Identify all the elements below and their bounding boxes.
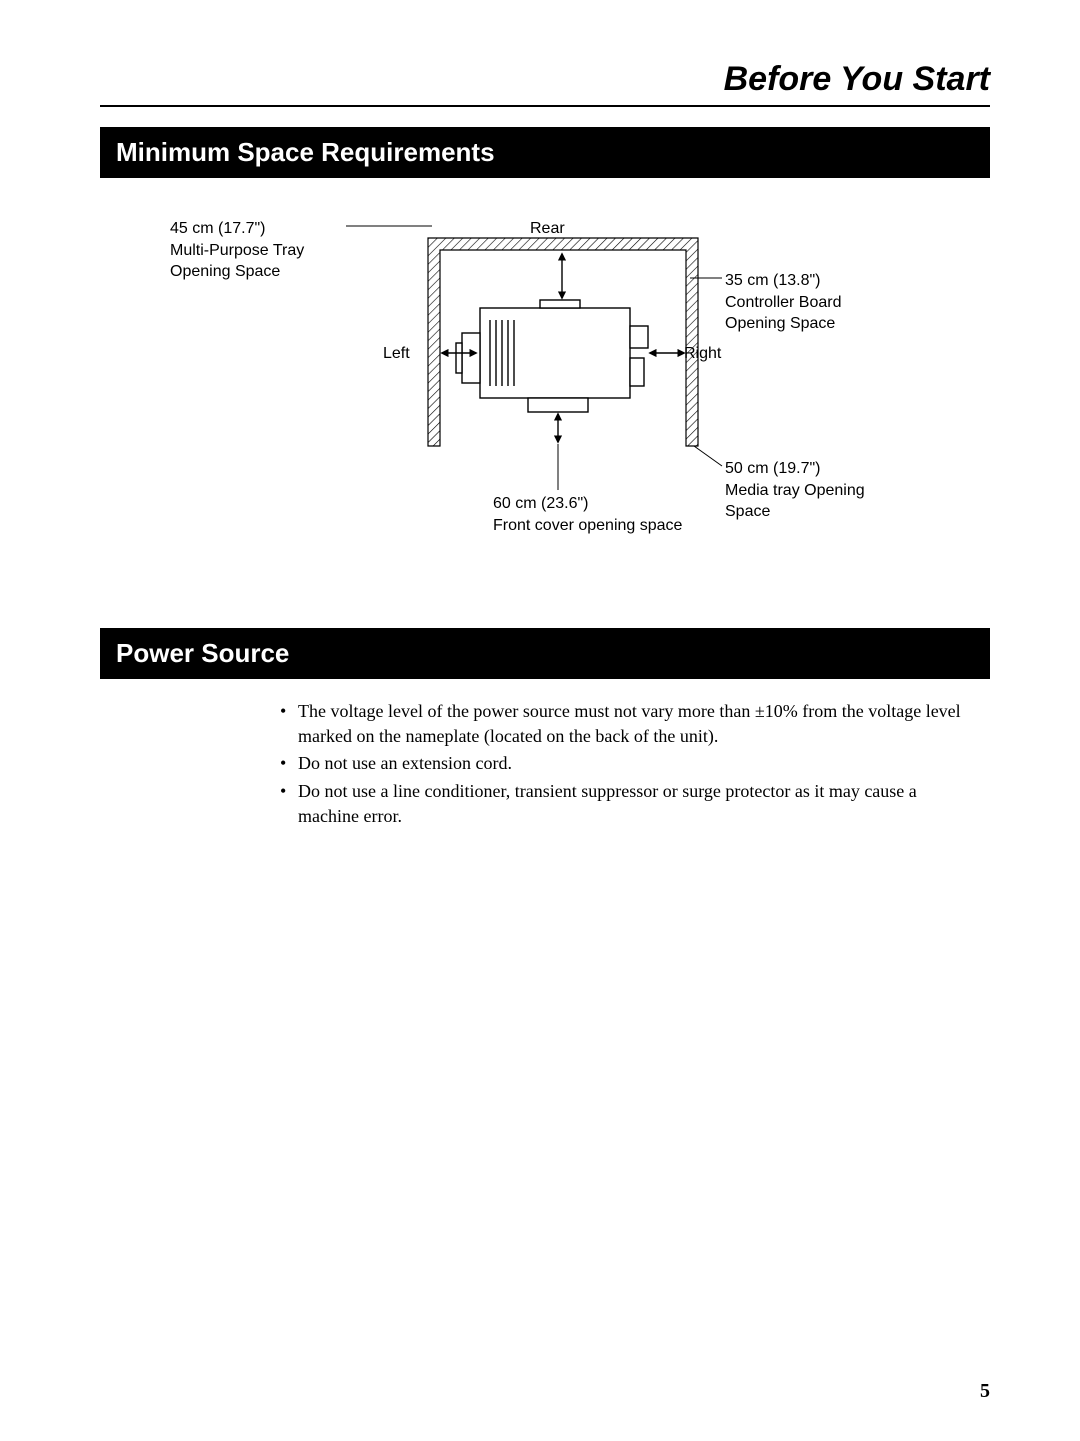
label-front: 60 cm (23.6") Front cover opening space (493, 493, 682, 536)
label-left: Left (383, 343, 410, 365)
label-right: Right (684, 343, 721, 365)
section-heading-space: Minimum Space Requirements (100, 127, 990, 178)
label-media: 50 cm (19.7") Media tray Opening Space (725, 458, 865, 523)
bullet-item: Do not use a line conditioner, transient… (280, 779, 980, 829)
section-heading-power: Power Source (100, 628, 990, 679)
label-rear: Rear (530, 218, 565, 240)
chapter-title: Before You Start (100, 60, 990, 107)
bullet-item: The voltage level of the power source mu… (280, 699, 980, 749)
power-source-bullets: The voltage level of the power source mu… (280, 699, 980, 829)
label-mpt: 45 cm (17.7") Multi-Purpose Tray Opening… (170, 218, 304, 283)
space-diagram: 45 cm (17.7") Multi-Purpose Tray Opening… (170, 208, 990, 588)
label-controller: 35 cm (13.8") Controller Board Opening S… (725, 270, 842, 335)
bullet-item: Do not use an extension cord. (280, 751, 980, 776)
page-number: 5 (980, 1380, 990, 1403)
